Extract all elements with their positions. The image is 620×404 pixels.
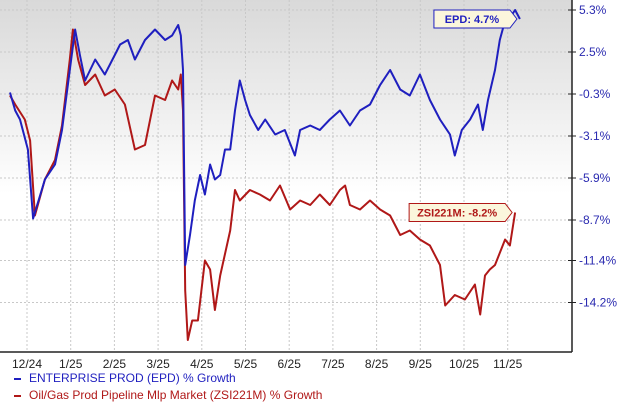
legend-item-zsi: Oil/Gas Prod Pipeline Mlp Market (ZSI221…: [14, 388, 322, 402]
x-tick-label: 12/24: [12, 357, 42, 371]
x-tick-label: 3/25: [146, 357, 170, 371]
end-label-box: [408, 203, 513, 222]
legend-label-epd: ENTERPRISE PROD (EPD) % Growth: [29, 371, 236, 385]
y-tick-label: -14.2%: [579, 296, 617, 310]
y-tick-label: -0.3%: [579, 87, 611, 101]
end-label-text: EPD: 4.7%: [445, 14, 500, 26]
end-label-box: [433, 9, 518, 29]
zsi221m-end-label: ZSI221M: -8.2%: [408, 203, 513, 222]
end-label-text: ZSI221M: -8.2%: [417, 208, 497, 220]
y-tick-label: -11.4%: [579, 254, 616, 268]
legend-label-zsi: Oil/Gas Prod Pipeline Mlp Market (ZSI221…: [29, 388, 323, 402]
x-tick-label: 5/25: [234, 357, 258, 371]
legend-item-epd: ENTERPRISE PROD (EPD) % Growth: [14, 371, 236, 385]
x-tick-label: 1/25: [59, 357, 83, 371]
y-tick-label: -5.9%: [579, 171, 611, 185]
epd-series-line: [9, 9, 521, 266]
legend-swatch-zsi: [14, 394, 21, 397]
x-tick-label: 9/25: [409, 357, 433, 371]
x-tick-label: 4/25: [190, 357, 214, 371]
legend-swatch-epd: [14, 377, 21, 380]
y-tick-label: -3.1%: [579, 129, 611, 143]
epd-end-label: EPD: 4.7%: [433, 9, 518, 29]
plot-background: [0, 0, 572, 352]
x-tick-label: 6/25: [278, 357, 302, 371]
x-tick-label: 2/25: [103, 357, 127, 371]
x-tick-label: 10/25: [449, 357, 479, 371]
x-tick-label: 11/25: [493, 357, 522, 371]
x-tick-label: 7/25: [321, 357, 345, 371]
y-tick-label: 2.5%: [579, 45, 607, 59]
zsi221m-series-line: [9, 28, 517, 341]
x-tick-label: 8/25: [365, 357, 389, 371]
y-tick-label: -8.7%: [579, 213, 611, 227]
y-tick-label: 5.3%: [579, 3, 607, 17]
